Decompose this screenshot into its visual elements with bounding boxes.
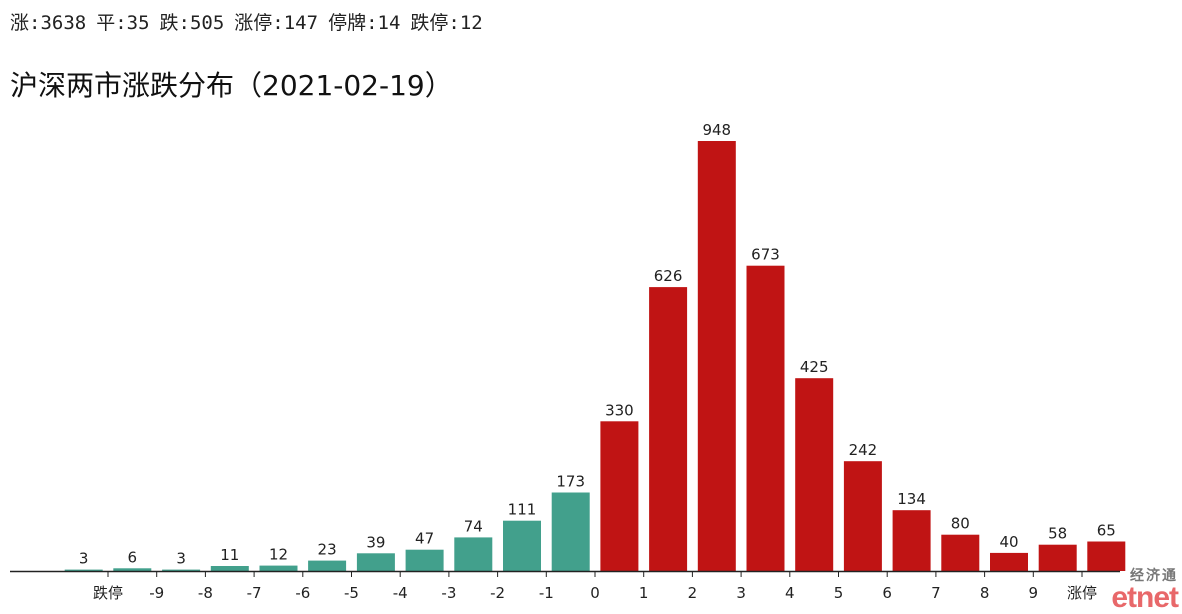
bar-10 bbox=[551, 492, 590, 571]
x-tick-label-11: 1 bbox=[639, 584, 649, 602]
bar-19 bbox=[990, 552, 1028, 571]
x-tick-label-0: 跌停 bbox=[93, 584, 123, 602]
x-tick-label-7: -3 bbox=[441, 584, 456, 602]
bar-value-label-11: 330 bbox=[605, 401, 634, 419]
bar-7 bbox=[405, 549, 444, 571]
x-tick-label-14: 4 bbox=[785, 584, 795, 602]
bar-value-label-12: 626 bbox=[654, 267, 683, 285]
bar-17 bbox=[892, 510, 931, 571]
bar-value-label-14: 673 bbox=[751, 246, 780, 264]
x-tick-label-15: 5 bbox=[834, 584, 844, 602]
bar-12 bbox=[649, 287, 688, 571]
x-tick-label-13: 3 bbox=[736, 584, 746, 602]
x-tick-label-4: -6 bbox=[295, 584, 310, 602]
summary-line: 涨:3638 平:35 跌:505 涨停:147 停牌:14 跌停:12 bbox=[10, 8, 493, 35]
x-tick-label-8: -2 bbox=[490, 584, 505, 602]
bar-value-label-16: 242 bbox=[849, 441, 878, 459]
x-tick-label-10: 0 bbox=[590, 584, 600, 602]
bar-value-label-3: 11 bbox=[220, 546, 239, 564]
bar-8 bbox=[454, 537, 493, 571]
x-tick-label-6: -4 bbox=[393, 584, 408, 602]
bar-6 bbox=[356, 553, 395, 571]
x-tick-label-12: 2 bbox=[688, 584, 698, 602]
logo-cn-text: 经济通 bbox=[1130, 568, 1178, 584]
bar-18 bbox=[941, 534, 980, 571]
bar-5 bbox=[308, 560, 347, 571]
bar-value-label-13: 948 bbox=[702, 121, 731, 139]
x-tick-label-16: 6 bbox=[882, 584, 892, 602]
summary-down: 跌:505 bbox=[159, 12, 225, 34]
bar-value-label-19: 40 bbox=[999, 533, 1018, 551]
bar-value-label-17: 134 bbox=[897, 490, 926, 508]
bar-2 bbox=[162, 569, 201, 571]
x-tick-label-2: -8 bbox=[198, 584, 213, 602]
bar-value-label-15: 425 bbox=[800, 358, 829, 376]
bar-value-label-6: 39 bbox=[366, 533, 385, 551]
bar-value-label-2: 3 bbox=[176, 550, 186, 568]
bar-16 bbox=[843, 461, 882, 571]
bar-13 bbox=[697, 141, 736, 571]
bar-value-label-10: 173 bbox=[556, 473, 585, 491]
summary-suspended: 停牌:14 bbox=[328, 12, 401, 34]
bar-value-label-18: 80 bbox=[951, 515, 970, 533]
bar-3 bbox=[210, 566, 249, 571]
summary-limit-up: 涨停:147 bbox=[234, 12, 319, 34]
bar-value-label-1: 6 bbox=[128, 548, 138, 566]
summary-limit-down: 跌停:12 bbox=[410, 12, 483, 34]
bar-21 bbox=[1087, 541, 1126, 571]
bar-0 bbox=[64, 569, 103, 571]
bar-value-label-20: 58 bbox=[1048, 525, 1067, 543]
logo-en-text: etnet bbox=[1111, 581, 1179, 614]
etnet-logo: 经济通 etnet bbox=[1111, 565, 1179, 614]
bar-value-label-4: 12 bbox=[269, 546, 288, 564]
bar-15 bbox=[795, 378, 834, 571]
bar-value-label-8: 74 bbox=[464, 517, 483, 535]
bar-value-label-5: 23 bbox=[318, 541, 337, 559]
x-tick-label-5: -5 bbox=[344, 584, 359, 602]
bar-value-label-0: 3 bbox=[79, 550, 89, 568]
x-tick-label-1: -9 bbox=[149, 584, 164, 602]
bar-9 bbox=[503, 520, 541, 571]
summary-up: 涨:3638 bbox=[10, 12, 87, 34]
bar-20 bbox=[1038, 544, 1077, 571]
bar-value-label-21: 65 bbox=[1097, 522, 1116, 540]
x-tick-label-9: -1 bbox=[539, 584, 554, 602]
bar-value-label-7: 47 bbox=[415, 530, 434, 548]
bar-1 bbox=[113, 568, 152, 571]
chart-title: 沪深两市涨跌分布（2021-02-19） bbox=[10, 69, 453, 102]
x-tick-label-18: 8 bbox=[980, 584, 990, 602]
summary-flat: 平:35 bbox=[96, 12, 150, 34]
bar-value-label-9: 111 bbox=[508, 501, 537, 519]
bar-11 bbox=[600, 421, 639, 571]
x-tick-label-19: 9 bbox=[1029, 584, 1039, 602]
bar-4 bbox=[259, 565, 298, 571]
x-tick-label-20: 涨停 bbox=[1067, 584, 1097, 602]
bar-14 bbox=[746, 265, 785, 571]
x-tick-label-17: 7 bbox=[931, 584, 941, 602]
x-tick-label-3: -7 bbox=[247, 584, 262, 602]
